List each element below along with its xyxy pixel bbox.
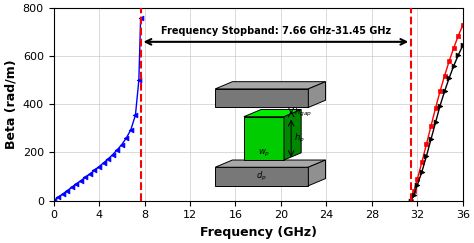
Y-axis label: Beta (rad/m): Beta (rad/m) <box>4 60 17 149</box>
Text: Frequency Stopband: 7.66 GHz-31.45 GHz: Frequency Stopband: 7.66 GHz-31.45 GHz <box>161 26 391 36</box>
X-axis label: Frequency (GHz): Frequency (GHz) <box>200 226 317 239</box>
